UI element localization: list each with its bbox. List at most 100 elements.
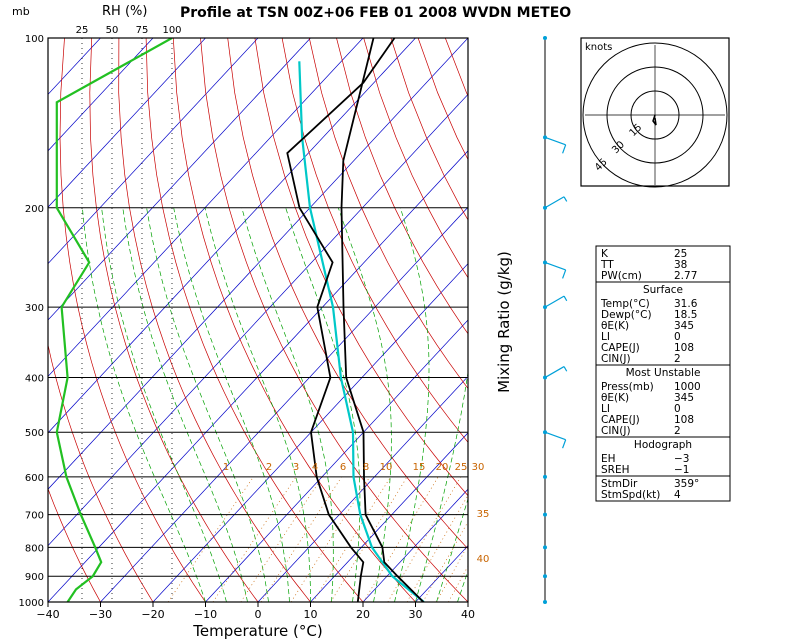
mixing-ratio-line xyxy=(436,544,468,602)
rh-tick-label: 50 xyxy=(106,25,119,36)
isotherm-line xyxy=(48,38,468,490)
surface-label: CIN(J) xyxy=(601,353,631,365)
isotherm-line xyxy=(48,38,101,95)
isotherm-line xyxy=(205,319,468,602)
storm-motion-value: 4 xyxy=(674,489,681,501)
isotherm-line xyxy=(48,38,206,208)
mixing-ratio-tick-label: 15 xyxy=(413,462,426,473)
pressure-tick-label: 300 xyxy=(25,303,44,314)
isotherm-line xyxy=(152,263,468,602)
temperature-tick-label: −10 xyxy=(194,608,217,621)
surface-value: 345 xyxy=(674,320,694,332)
moist-adiabat-line xyxy=(457,569,468,602)
hodograph-stats-title: Hodograph xyxy=(634,439,692,451)
pressure-unit-label: mb xyxy=(12,5,30,18)
wind-barb-point xyxy=(543,574,547,579)
most-unstable-value: 1000 xyxy=(674,381,701,393)
temperature-tick-label: −30 xyxy=(89,608,112,621)
isotherm-line xyxy=(310,432,468,602)
isotherm-line xyxy=(48,38,311,321)
plot-frame xyxy=(47,37,469,603)
wind-barb-staff xyxy=(544,196,565,209)
temperature-tick-label: 40 xyxy=(461,608,475,621)
temperature-tick-label: 30 xyxy=(409,608,423,621)
mixing-ratio-line xyxy=(167,476,254,602)
dry-adiabat-line xyxy=(48,487,101,602)
hodograph-stats-label: SREH xyxy=(601,464,630,476)
pressure-tick-label: 500 xyxy=(25,428,44,439)
most-unstable-label: CAPE(J) xyxy=(601,414,640,426)
temperature-tick-label: −20 xyxy=(141,608,164,621)
wind-barb-staff xyxy=(544,261,566,271)
isotherm-line xyxy=(362,488,468,602)
dry-adiabat-line xyxy=(281,38,468,443)
index-top-label: PW(cm) xyxy=(601,270,642,282)
mixing-ratio-line xyxy=(212,476,297,602)
moist-adiabat-line xyxy=(82,207,206,602)
index-top-value: 38 xyxy=(674,259,687,271)
pressure-gridlines xyxy=(47,37,469,607)
dry-adiabat-line xyxy=(336,38,468,335)
dewpoint-profile-line xyxy=(340,38,425,602)
isotherm-line xyxy=(48,38,259,265)
mixing-ratio-tick-label: 20 xyxy=(436,462,449,473)
pressure-tick-label: 800 xyxy=(25,543,44,554)
mixing-ratio-tick-label: 2 xyxy=(266,462,272,473)
hodograph-ring xyxy=(582,42,728,188)
plot-border xyxy=(47,37,469,603)
moist-adiabat-line xyxy=(241,207,334,602)
mixing-ratio-tick-label: 10 xyxy=(380,462,393,473)
temperature-tick-label: 10 xyxy=(304,608,318,621)
mixing-ratio-tick-label: 6 xyxy=(340,462,346,473)
wind-barb-flag xyxy=(563,366,568,372)
dry-adiabat-line xyxy=(59,38,206,602)
isotherm-line xyxy=(100,206,468,602)
most-unstable-title: Most Unstable xyxy=(626,367,701,379)
mixing-ratio-line xyxy=(422,520,468,602)
storm-motion-box xyxy=(595,475,731,502)
pressure-tick-label: 200 xyxy=(25,204,44,215)
most-unstable-label: Press(mb) xyxy=(601,381,654,393)
surface-value: 31.6 xyxy=(674,298,698,310)
parcel-profile-line xyxy=(298,61,425,602)
profile-series xyxy=(55,38,425,602)
dry-adiabat-line xyxy=(363,38,468,279)
most-unstable-value: 0 xyxy=(674,403,681,415)
pressure-tick-label: 1000 xyxy=(19,598,44,609)
dry-adiabat-line xyxy=(200,38,468,602)
wind-barb-flag xyxy=(563,295,568,302)
pressure-tick-label: 100 xyxy=(25,34,44,45)
most-unstable-value: 2 xyxy=(674,425,681,437)
temperature-tick-label: 0 xyxy=(255,608,262,621)
mixing-ratio-tick-label: 4 xyxy=(312,462,318,473)
surface-label: Temp(°C) xyxy=(600,298,650,310)
axis-labels: 1 2 3 4 6 8 10 15 20 25 30354010020030040050060070… xyxy=(19,25,490,621)
hodograph-trace xyxy=(652,114,657,126)
dry-adiabat-line xyxy=(227,38,468,550)
surface-value: 2 xyxy=(674,353,681,365)
isotherm-line xyxy=(257,375,468,602)
wind-barb-flag xyxy=(562,144,567,154)
wind-barb-point xyxy=(543,474,547,479)
dry-adiabat-line xyxy=(254,38,468,497)
hodograph-ring xyxy=(630,90,680,140)
temperature-profile-line xyxy=(286,38,396,602)
surface-label: Dewp(°C) xyxy=(601,309,652,321)
wind-barb-flag xyxy=(562,439,567,449)
isotherm-line xyxy=(48,38,154,152)
wind-barb-point xyxy=(543,600,547,604)
moist-adiabat-line xyxy=(285,207,361,602)
dry-adiabat-line xyxy=(48,343,154,602)
hodograph-stats-value: −1 xyxy=(674,464,689,476)
mixing-ratio-line xyxy=(240,476,323,602)
rh-profile-line xyxy=(55,38,173,602)
x-axis-label: Temperature (°C) xyxy=(192,622,322,640)
mixing-ratio-line xyxy=(448,565,468,602)
wind-barb-staff xyxy=(544,295,565,308)
most-unstable-value: 108 xyxy=(674,414,694,426)
chart-title: Profile at TSN 00Z+06 FEB 01 2008 WVDN M… xyxy=(180,5,571,21)
rh-tick-label: 100 xyxy=(162,25,181,36)
dry-adiabat-line xyxy=(308,38,468,389)
